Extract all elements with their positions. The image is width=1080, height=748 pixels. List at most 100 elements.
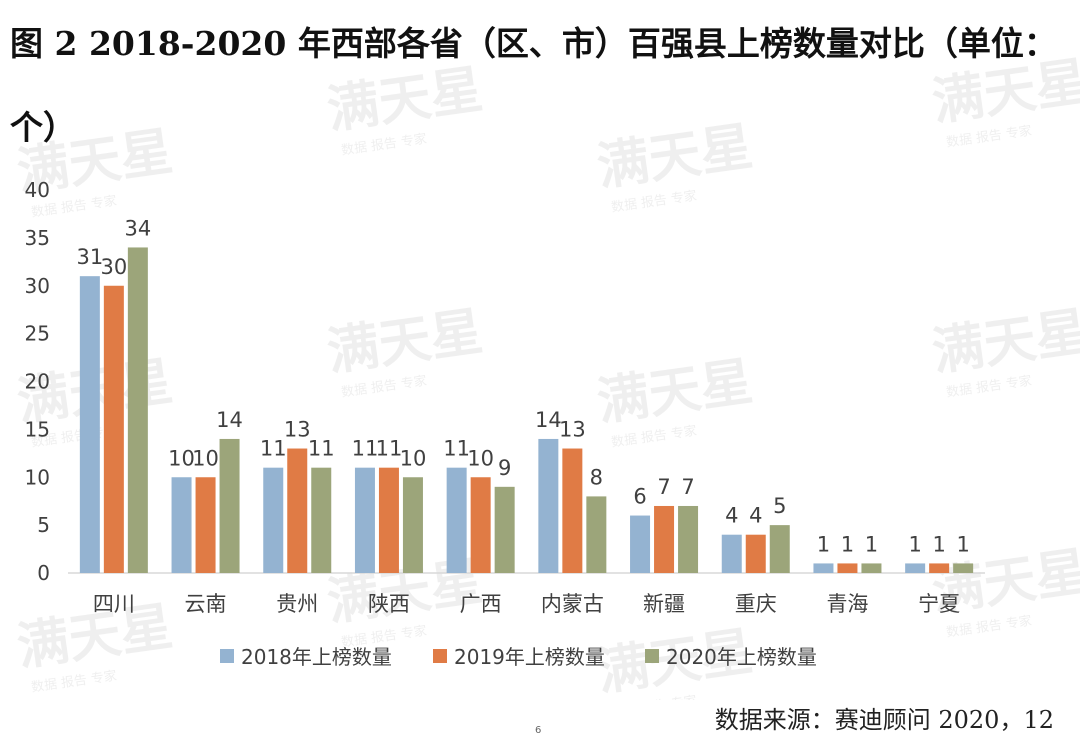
bar xyxy=(837,563,858,573)
bar xyxy=(402,477,423,573)
data-label: 34 xyxy=(124,216,151,240)
y-tick-label: 40 xyxy=(25,178,50,202)
legend-swatch xyxy=(645,649,659,663)
figure-title: 图 2 2018-2020 年西部各省（区、市）百强县上榜数量对比（单位：个） xyxy=(10,24,1057,147)
bar xyxy=(929,563,950,573)
legend-label: 2018年上榜数量 xyxy=(241,645,392,669)
bar xyxy=(219,438,240,573)
data-label: 10 xyxy=(467,446,494,470)
y-tick-label: 0 xyxy=(37,561,50,585)
bar xyxy=(769,525,790,573)
page-number: 6 xyxy=(535,725,542,736)
watermark-text: 满天星 xyxy=(928,52,1080,133)
data-label: 1 xyxy=(956,532,969,556)
data-label: 11 xyxy=(308,437,335,461)
bar xyxy=(446,467,467,573)
bar xyxy=(311,467,332,573)
category-label: 新疆 xyxy=(643,592,685,616)
category-label: 云南 xyxy=(185,592,227,616)
data-label: 10 xyxy=(192,446,219,470)
bar xyxy=(630,515,651,573)
category-label: 四川 xyxy=(93,592,135,616)
bar xyxy=(195,477,216,573)
y-tick-label: 10 xyxy=(25,465,50,489)
bar xyxy=(103,285,124,573)
y-tick-label: 20 xyxy=(25,370,50,394)
data-label: 30 xyxy=(100,255,127,279)
bar xyxy=(562,448,583,573)
y-axis-ticks: 0 5 10 15 20 25 30 35 40 xyxy=(25,178,50,585)
data-label: 1 xyxy=(908,532,921,556)
bar xyxy=(654,505,675,573)
category-label: 宁夏 xyxy=(918,592,960,616)
bar xyxy=(861,563,882,573)
bar xyxy=(378,467,399,573)
bar xyxy=(538,438,559,573)
bar xyxy=(905,563,926,573)
bar xyxy=(470,477,491,573)
data-label: 31 xyxy=(76,245,103,269)
bars xyxy=(79,247,974,573)
data-label: 4 xyxy=(749,504,762,528)
data-label: 14 xyxy=(535,408,562,432)
bar xyxy=(721,534,742,573)
data-label: 10 xyxy=(400,446,427,470)
legend-swatch xyxy=(220,649,234,663)
category-label: 贵州 xyxy=(276,592,318,616)
y-tick-label: 25 xyxy=(25,322,50,346)
bar xyxy=(494,486,515,573)
data-label: 8 xyxy=(590,465,603,489)
data-label: 9 xyxy=(498,456,511,480)
data-label: 11 xyxy=(260,437,287,461)
data-label: 1 xyxy=(865,532,878,556)
y-tick-label: 15 xyxy=(25,417,50,441)
bar xyxy=(263,467,284,573)
watermark-text: 满天星 xyxy=(323,302,486,383)
data-label: 11 xyxy=(443,437,470,461)
bar xyxy=(287,448,308,573)
data-label: 4 xyxy=(725,504,738,528)
bar xyxy=(171,477,192,573)
legend-swatch xyxy=(433,649,447,663)
category-labels: 四川 云南 贵州 陕西 广西 内蒙古 新疆 重庆 青海 宁夏 xyxy=(93,592,960,616)
y-tick-label: 30 xyxy=(25,274,50,298)
data-label: 7 xyxy=(681,475,694,499)
data-label: 13 xyxy=(284,418,311,442)
category-label: 广西 xyxy=(460,592,502,616)
bar xyxy=(79,276,100,573)
category-label: 内蒙古 xyxy=(541,592,604,616)
watermark-text: 满天星 xyxy=(928,302,1080,383)
bar xyxy=(813,563,834,573)
watermark-text: 满天星 xyxy=(593,352,756,433)
data-label: 11 xyxy=(376,437,403,461)
data-label: 5 xyxy=(773,494,786,518)
data-label: 1 xyxy=(841,532,854,556)
legend-label: 2019年上榜数量 xyxy=(454,645,605,669)
data-label: 10 xyxy=(168,446,195,470)
data-label: 7 xyxy=(657,475,670,499)
category-label: 重庆 xyxy=(735,592,777,616)
legend-label: 2020年上榜数量 xyxy=(666,645,817,669)
legend: 2018年上榜数量 2019年上榜数量 2020年上榜数量 xyxy=(220,645,817,669)
data-label: 6 xyxy=(633,485,646,509)
bar xyxy=(586,496,607,573)
bar xyxy=(127,247,148,573)
data-label: 1 xyxy=(817,532,830,556)
y-tick-label: 5 xyxy=(37,513,50,537)
data-label: 11 xyxy=(352,437,379,461)
data-label: 1 xyxy=(932,532,945,556)
watermark-text: 满天星 xyxy=(323,60,486,141)
bar xyxy=(953,563,974,573)
watermark-text: 满天星 xyxy=(593,117,756,198)
bar xyxy=(678,505,699,573)
category-label: 青海 xyxy=(826,592,868,616)
